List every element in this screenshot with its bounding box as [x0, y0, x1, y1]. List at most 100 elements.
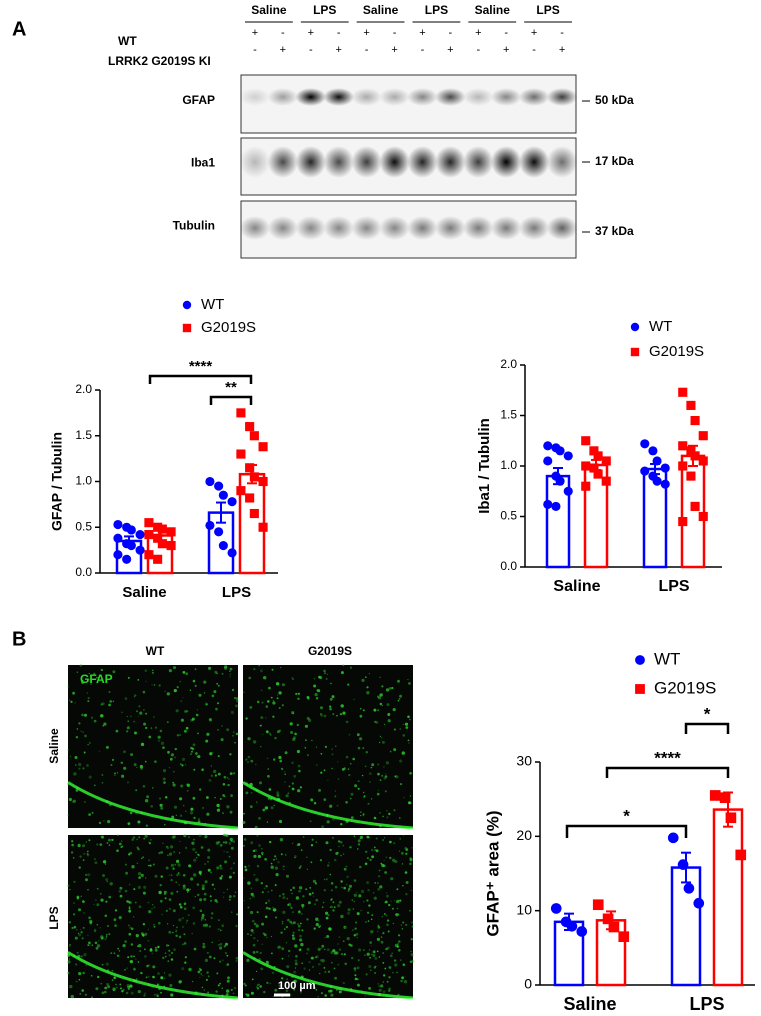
gfap-signal: [385, 856, 388, 858]
gfap-signal: [386, 816, 389, 819]
gfap-signal: [245, 717, 248, 720]
gfap-signal: [380, 940, 384, 944]
gfap-signal: [226, 963, 230, 966]
gfap-signal: [354, 977, 358, 981]
gfap-signal: [93, 928, 97, 932]
gfap-signal: [78, 866, 81, 869]
blot-band: [490, 146, 522, 178]
gfap-signal: [172, 931, 174, 934]
gfap-signal: [88, 916, 91, 920]
gfap-signal: [214, 774, 217, 777]
gfap-signal: [278, 984, 281, 987]
blot-band: [407, 88, 438, 106]
gfap-signal: [127, 720, 129, 722]
gfap-signal: [347, 768, 350, 770]
gfap-signal: [310, 798, 314, 802]
gfap-signal: [327, 914, 330, 917]
gfap-signal: [150, 727, 153, 729]
gfap-signal: [130, 991, 134, 995]
gfap-signal: [121, 774, 125, 778]
gfap-signal: [402, 734, 406, 737]
gfap-signal: [332, 909, 335, 912]
gfap-signal: [354, 969, 357, 972]
gfap-signal: [348, 733, 351, 736]
gfap-signal: [396, 899, 400, 904]
gfap-signal: [383, 766, 385, 768]
blot-band: [435, 88, 466, 106]
gfap-signal: [299, 865, 302, 868]
gfap-signal: [79, 664, 83, 667]
gfap-signal: [127, 822, 131, 825]
gfap-signal: [124, 940, 127, 943]
gfap-signal: [137, 872, 142, 876]
gfap-signal: [235, 697, 239, 700]
gfap-signal: [196, 709, 198, 711]
gfap-signal: [291, 782, 294, 785]
gfap-signal: [108, 691, 111, 693]
gfap-signal: [329, 906, 332, 908]
gfap-signal: [175, 934, 178, 937]
gfap-signal: [184, 961, 187, 964]
gfap-signal: [127, 676, 130, 679]
gfap-signal: [369, 781, 371, 783]
gfap-signal: [390, 900, 392, 902]
gfap-signal: [403, 834, 405, 836]
gfap-signal: [187, 914, 190, 917]
genotype-sign: -: [560, 27, 564, 39]
gfap-signal: [270, 935, 273, 938]
gfap-signal: [89, 922, 93, 925]
gfap-signal: [226, 851, 229, 854]
gfap-signal: [254, 849, 257, 852]
gfap-signal: [230, 867, 233, 870]
panel-label: B: [12, 628, 26, 650]
gfap-signal: [400, 924, 403, 926]
gfap-signal: [252, 740, 257, 744]
gfap-signal: [229, 667, 233, 671]
gfap-signal: [219, 960, 222, 963]
gfap-signal: [181, 926, 184, 928]
gfap-signal: [289, 722, 293, 726]
gfap-signal: [331, 695, 335, 699]
gfap-signal: [357, 848, 359, 850]
gfap-signal: [386, 980, 389, 983]
data-point: [602, 913, 614, 925]
gfap-signal: [367, 889, 370, 892]
gfap-signal: [80, 931, 83, 934]
gfap-signal: [292, 737, 296, 742]
gfap-signal: [208, 666, 212, 670]
gfap-signal: [190, 810, 192, 813]
gfap-signal: [258, 844, 261, 847]
data-point: [686, 471, 696, 481]
gfap-signal: [173, 948, 176, 951]
data-point: [245, 493, 255, 503]
gfap-signal: [314, 956, 317, 959]
gfap-signal: [374, 956, 378, 960]
gfap-signal: [292, 678, 294, 680]
gfap-signal: [137, 961, 140, 963]
gfap-signal: [340, 823, 343, 826]
gfap-signal: [394, 860, 398, 864]
gfap-signal: [183, 907, 187, 911]
gfap-signal: [383, 974, 386, 977]
gfap-signal: [323, 769, 326, 772]
gfap-signal: [102, 860, 107, 864]
gfap-signal: [366, 691, 370, 695]
gfap-signal: [178, 884, 181, 886]
gfap-signal: [72, 857, 75, 859]
gfap-signal: [357, 780, 360, 783]
gfap-signal: [318, 788, 321, 792]
data-point: [601, 456, 611, 466]
gfap-signal: [173, 666, 176, 670]
gfap-signal: [205, 978, 208, 981]
gfap-signal: [379, 676, 382, 679]
gfap-signal: [221, 875, 223, 877]
gfap-signal: [141, 856, 145, 859]
gfap-signal: [167, 944, 170, 947]
gfap-signal: [374, 882, 376, 884]
data-point: [690, 451, 700, 461]
data-point: [698, 511, 708, 522]
gfap-signal: [290, 731, 294, 734]
genotype-sign: -: [532, 44, 536, 56]
genotype-sign: +: [335, 44, 341, 56]
gfap-signal: [337, 904, 341, 908]
